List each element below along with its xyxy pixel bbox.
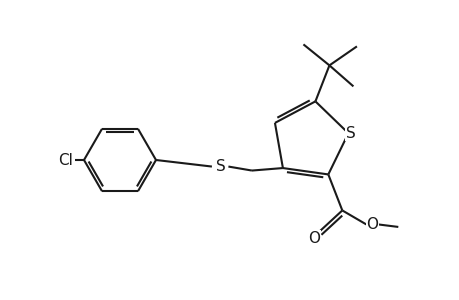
Text: Cl: Cl xyxy=(58,152,73,167)
Text: S: S xyxy=(216,159,225,174)
Text: O: O xyxy=(365,217,377,232)
Text: S: S xyxy=(345,126,355,141)
Text: O: O xyxy=(308,231,319,246)
